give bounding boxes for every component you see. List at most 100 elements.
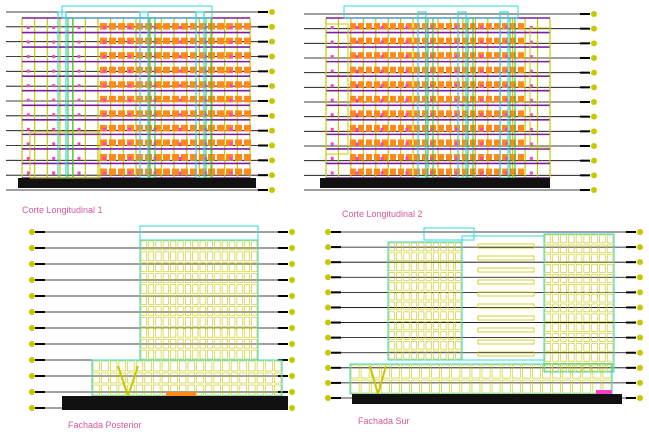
facade-outline (139, 239, 259, 361)
window (170, 240, 177, 251)
furniture (422, 154, 428, 161)
window (101, 360, 109, 372)
furniture (398, 66, 404, 74)
fixture (355, 26, 359, 29)
window (236, 338, 243, 349)
window (575, 323, 583, 332)
furniture (486, 139, 492, 146)
furniture (494, 95, 500, 103)
furniture (510, 52, 516, 59)
window (455, 252, 462, 261)
fixture (52, 98, 56, 102)
fixture (26, 69, 30, 73)
level-marker (269, 142, 275, 149)
furniture (422, 23, 428, 30)
fixture (128, 84, 132, 88)
window (447, 282, 454, 291)
window (214, 273, 221, 283)
window (441, 364, 451, 379)
fixture (178, 156, 182, 160)
fixture (229, 26, 233, 29)
level-tag (580, 57, 590, 59)
furniture (172, 81, 179, 88)
window (403, 242, 410, 252)
furniture (382, 110, 388, 117)
window (204, 360, 213, 372)
furniture (446, 81, 452, 88)
fixture (229, 171, 233, 175)
window (491, 364, 501, 379)
foundation (18, 178, 256, 188)
window (583, 343, 590, 352)
furniture (118, 37, 125, 45)
accent-strip (166, 392, 196, 396)
level-tag (331, 351, 341, 354)
fixture (380, 84, 384, 88)
window (575, 293, 583, 303)
window (575, 234, 583, 244)
fixture (102, 69, 106, 73)
furniture (199, 139, 206, 146)
window (248, 384, 256, 396)
window (418, 341, 425, 350)
furniture (414, 154, 420, 161)
fixture (229, 84, 233, 88)
window (207, 306, 214, 316)
window (207, 338, 214, 349)
furniture (109, 66, 116, 74)
window (403, 341, 410, 350)
window (582, 379, 592, 394)
level-marker (637, 334, 643, 341)
window (380, 364, 390, 379)
fixture (52, 171, 56, 175)
fixture (430, 55, 434, 59)
window (552, 333, 559, 342)
window (184, 338, 191, 349)
level-tag (258, 55, 268, 58)
window (199, 284, 206, 294)
window (396, 341, 403, 350)
window (236, 251, 243, 262)
furniture (518, 110, 524, 117)
window (162, 306, 169, 316)
window (388, 242, 395, 252)
window (599, 313, 606, 323)
furniture (118, 66, 125, 74)
window (243, 251, 250, 262)
fixture (102, 113, 106, 117)
fixture (330, 98, 334, 102)
fixture (504, 55, 508, 59)
window (552, 379, 561, 394)
window (491, 379, 501, 394)
window (239, 360, 247, 372)
fixture (77, 84, 81, 88)
window (591, 274, 598, 283)
level-marker (325, 334, 331, 341)
furniture (374, 66, 380, 74)
furniture (422, 37, 428, 45)
fixture (455, 171, 459, 175)
furniture (390, 23, 396, 30)
window (192, 327, 199, 338)
furniture (163, 110, 170, 117)
window (161, 360, 170, 372)
fixture (455, 69, 459, 73)
window (135, 360, 144, 372)
fixture (504, 26, 508, 29)
furniture (358, 124, 364, 132)
window (560, 234, 567, 244)
window (170, 360, 178, 372)
furniture (486, 37, 492, 45)
window (396, 321, 403, 330)
fixture (77, 98, 81, 102)
window (388, 331, 395, 340)
furniture (462, 52, 468, 59)
furniture (109, 52, 116, 59)
window (568, 303, 575, 313)
window (560, 264, 567, 273)
furniture (181, 52, 188, 59)
level-tag (626, 231, 636, 233)
level-tag (258, 129, 268, 132)
furniture (154, 95, 161, 103)
furniture (199, 81, 206, 88)
